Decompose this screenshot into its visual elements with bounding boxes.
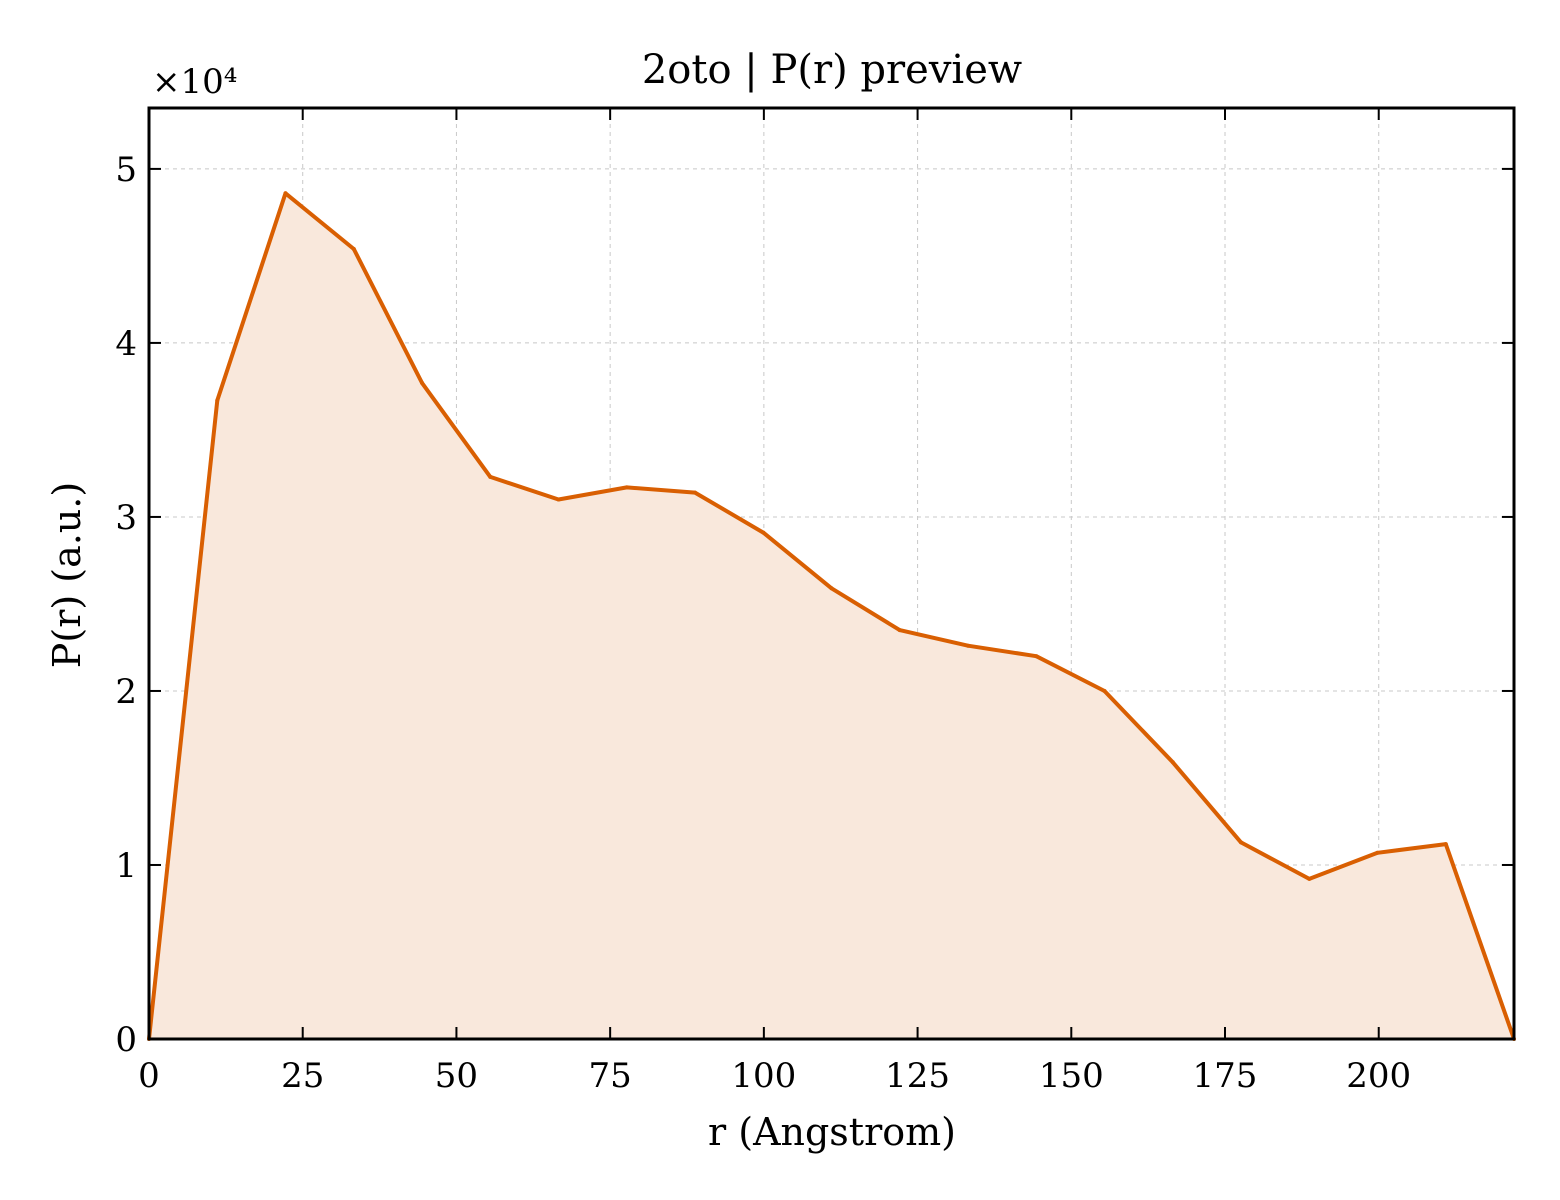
pr-point-4 <box>420 380 424 385</box>
pr-point-16 <box>1239 840 1243 845</box>
x-tick-label-2: 50 <box>435 1056 478 1096</box>
y-tick-label-4: 4 <box>115 324 137 364</box>
y-tick-label-2: 2 <box>115 672 137 712</box>
pr-point-1 <box>215 398 220 403</box>
pr-point-9 <box>761 530 766 535</box>
y-axis-label: P(r) (a.u.) <box>45 482 89 668</box>
pr-point-11 <box>897 628 902 633</box>
y-multiplier-label: ×10⁴ <box>152 62 237 102</box>
pr-point-13 <box>1034 654 1039 659</box>
x-tick-label-6: 150 <box>1039 1056 1104 1096</box>
pr-point-3 <box>351 247 356 251</box>
pr-point-2 <box>283 191 288 196</box>
chart-title: 2oto | P(r) preview <box>642 47 1022 93</box>
x-axis-label: r (Angstrom) <box>708 1110 956 1154</box>
pr-point-8 <box>693 490 697 495</box>
pr-point-5 <box>488 474 493 479</box>
pr-area-fill <box>149 193 1514 1040</box>
x-tick-label-8: 200 <box>1346 1056 1411 1096</box>
x-tick-label-1: 25 <box>281 1056 324 1096</box>
y-tick-label-3: 3 <box>115 498 137 538</box>
y-tick-label-0: 0 <box>115 1020 137 1060</box>
pr-point-12 <box>966 643 970 648</box>
y-tick-label-1: 1 <box>115 846 137 886</box>
x-tick-label-7: 175 <box>1193 1056 1258 1096</box>
pr-point-14 <box>1102 689 1107 693</box>
x-tick-label-5: 125 <box>885 1056 950 1096</box>
pr-point-15 <box>1170 760 1175 765</box>
pr-point-10 <box>829 586 834 591</box>
pr-point-17 <box>1307 876 1312 881</box>
x-tick-label-4: 100 <box>731 1056 796 1096</box>
x-tick-label-3: 75 <box>589 1056 632 1096</box>
pr-point-7 <box>624 485 629 490</box>
pr-point-18 <box>1375 850 1380 855</box>
axis-ticks: 0 25 50 75 100 125 150 175 200 0 1 2 3 4 5 <box>115 108 1514 1096</box>
x-tick-label-0: 0 <box>138 1056 160 1096</box>
y-tick-label-5: 5 <box>115 150 137 190</box>
pr-point-19 <box>1443 842 1448 847</box>
pr-point-6 <box>556 497 561 502</box>
plot-frame <box>147 106 1516 1041</box>
